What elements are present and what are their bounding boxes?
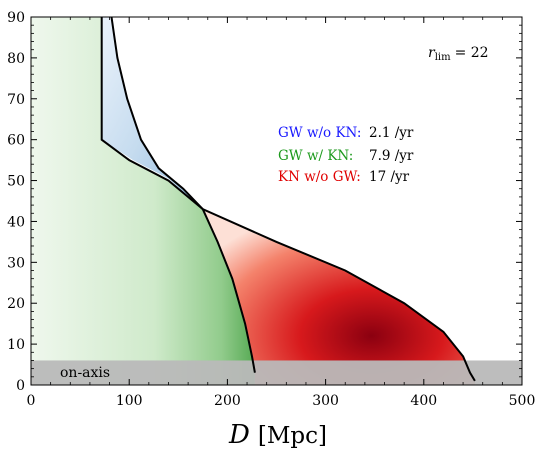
legend-name-gw-with-kn: GW w/ KN: (278, 148, 353, 164)
legend-rate-kn-without-gw: 17 /yr (369, 169, 410, 185)
x-tick-label: 200 (214, 393, 241, 409)
rlim-annotation: rlim = 22 (428, 45, 489, 63)
y-tick-label: 90 (7, 10, 25, 26)
on-axis-label: on-axis (60, 365, 110, 381)
y-tick-label: 10 (7, 337, 25, 353)
legend-name-kn-without-gw: KN w/o GW: (278, 169, 361, 185)
y-tick-label: 40 (7, 214, 25, 230)
detection-boundary-curve (100, 17, 476, 382)
x-tick-label: 100 (116, 393, 143, 409)
y-tick-label: 60 (7, 133, 25, 149)
red-region-kn-without-gw (202, 209, 475, 385)
plot-frame (30, 16, 523, 386)
x-tick-label: 400 (410, 393, 437, 409)
legend-rate-gw-with-kn: 7.9 /yr (369, 148, 414, 164)
y-tick-label: 70 (7, 92, 25, 108)
y-tick-label: 20 (7, 296, 25, 312)
y-tick-label: 0 (16, 378, 25, 394)
legend-rate-gw-without-kn: 2.1 /yr (369, 125, 414, 141)
axis-ticks: 0 100 200 300 400 500 0 10 20 30 40 50 60 70 80 90 (7, 10, 535, 409)
x-tick-label: 500 (509, 393, 536, 409)
x-axis-title: D [Mpc] (228, 420, 327, 450)
legend: GW w/o KN: 2.1 /yr GW w/ KN: 7.9 /yr KN … (278, 125, 414, 185)
y-tick-label: 50 (7, 174, 25, 190)
legend-name-gw-without-kn: GW w/o KN: (278, 125, 361, 141)
blue-region-gw-without-kn (101, 17, 203, 210)
y-tick-label: 30 (7, 255, 25, 271)
gw-boundary-curve (110, 17, 256, 373)
on-axis-band (31, 360, 522, 385)
x-tick-label: 0 (27, 393, 36, 409)
y-tick-label: 80 (7, 51, 25, 67)
x-tick-label: 300 (312, 393, 339, 409)
green-region-gw-with-kn (31, 17, 255, 385)
